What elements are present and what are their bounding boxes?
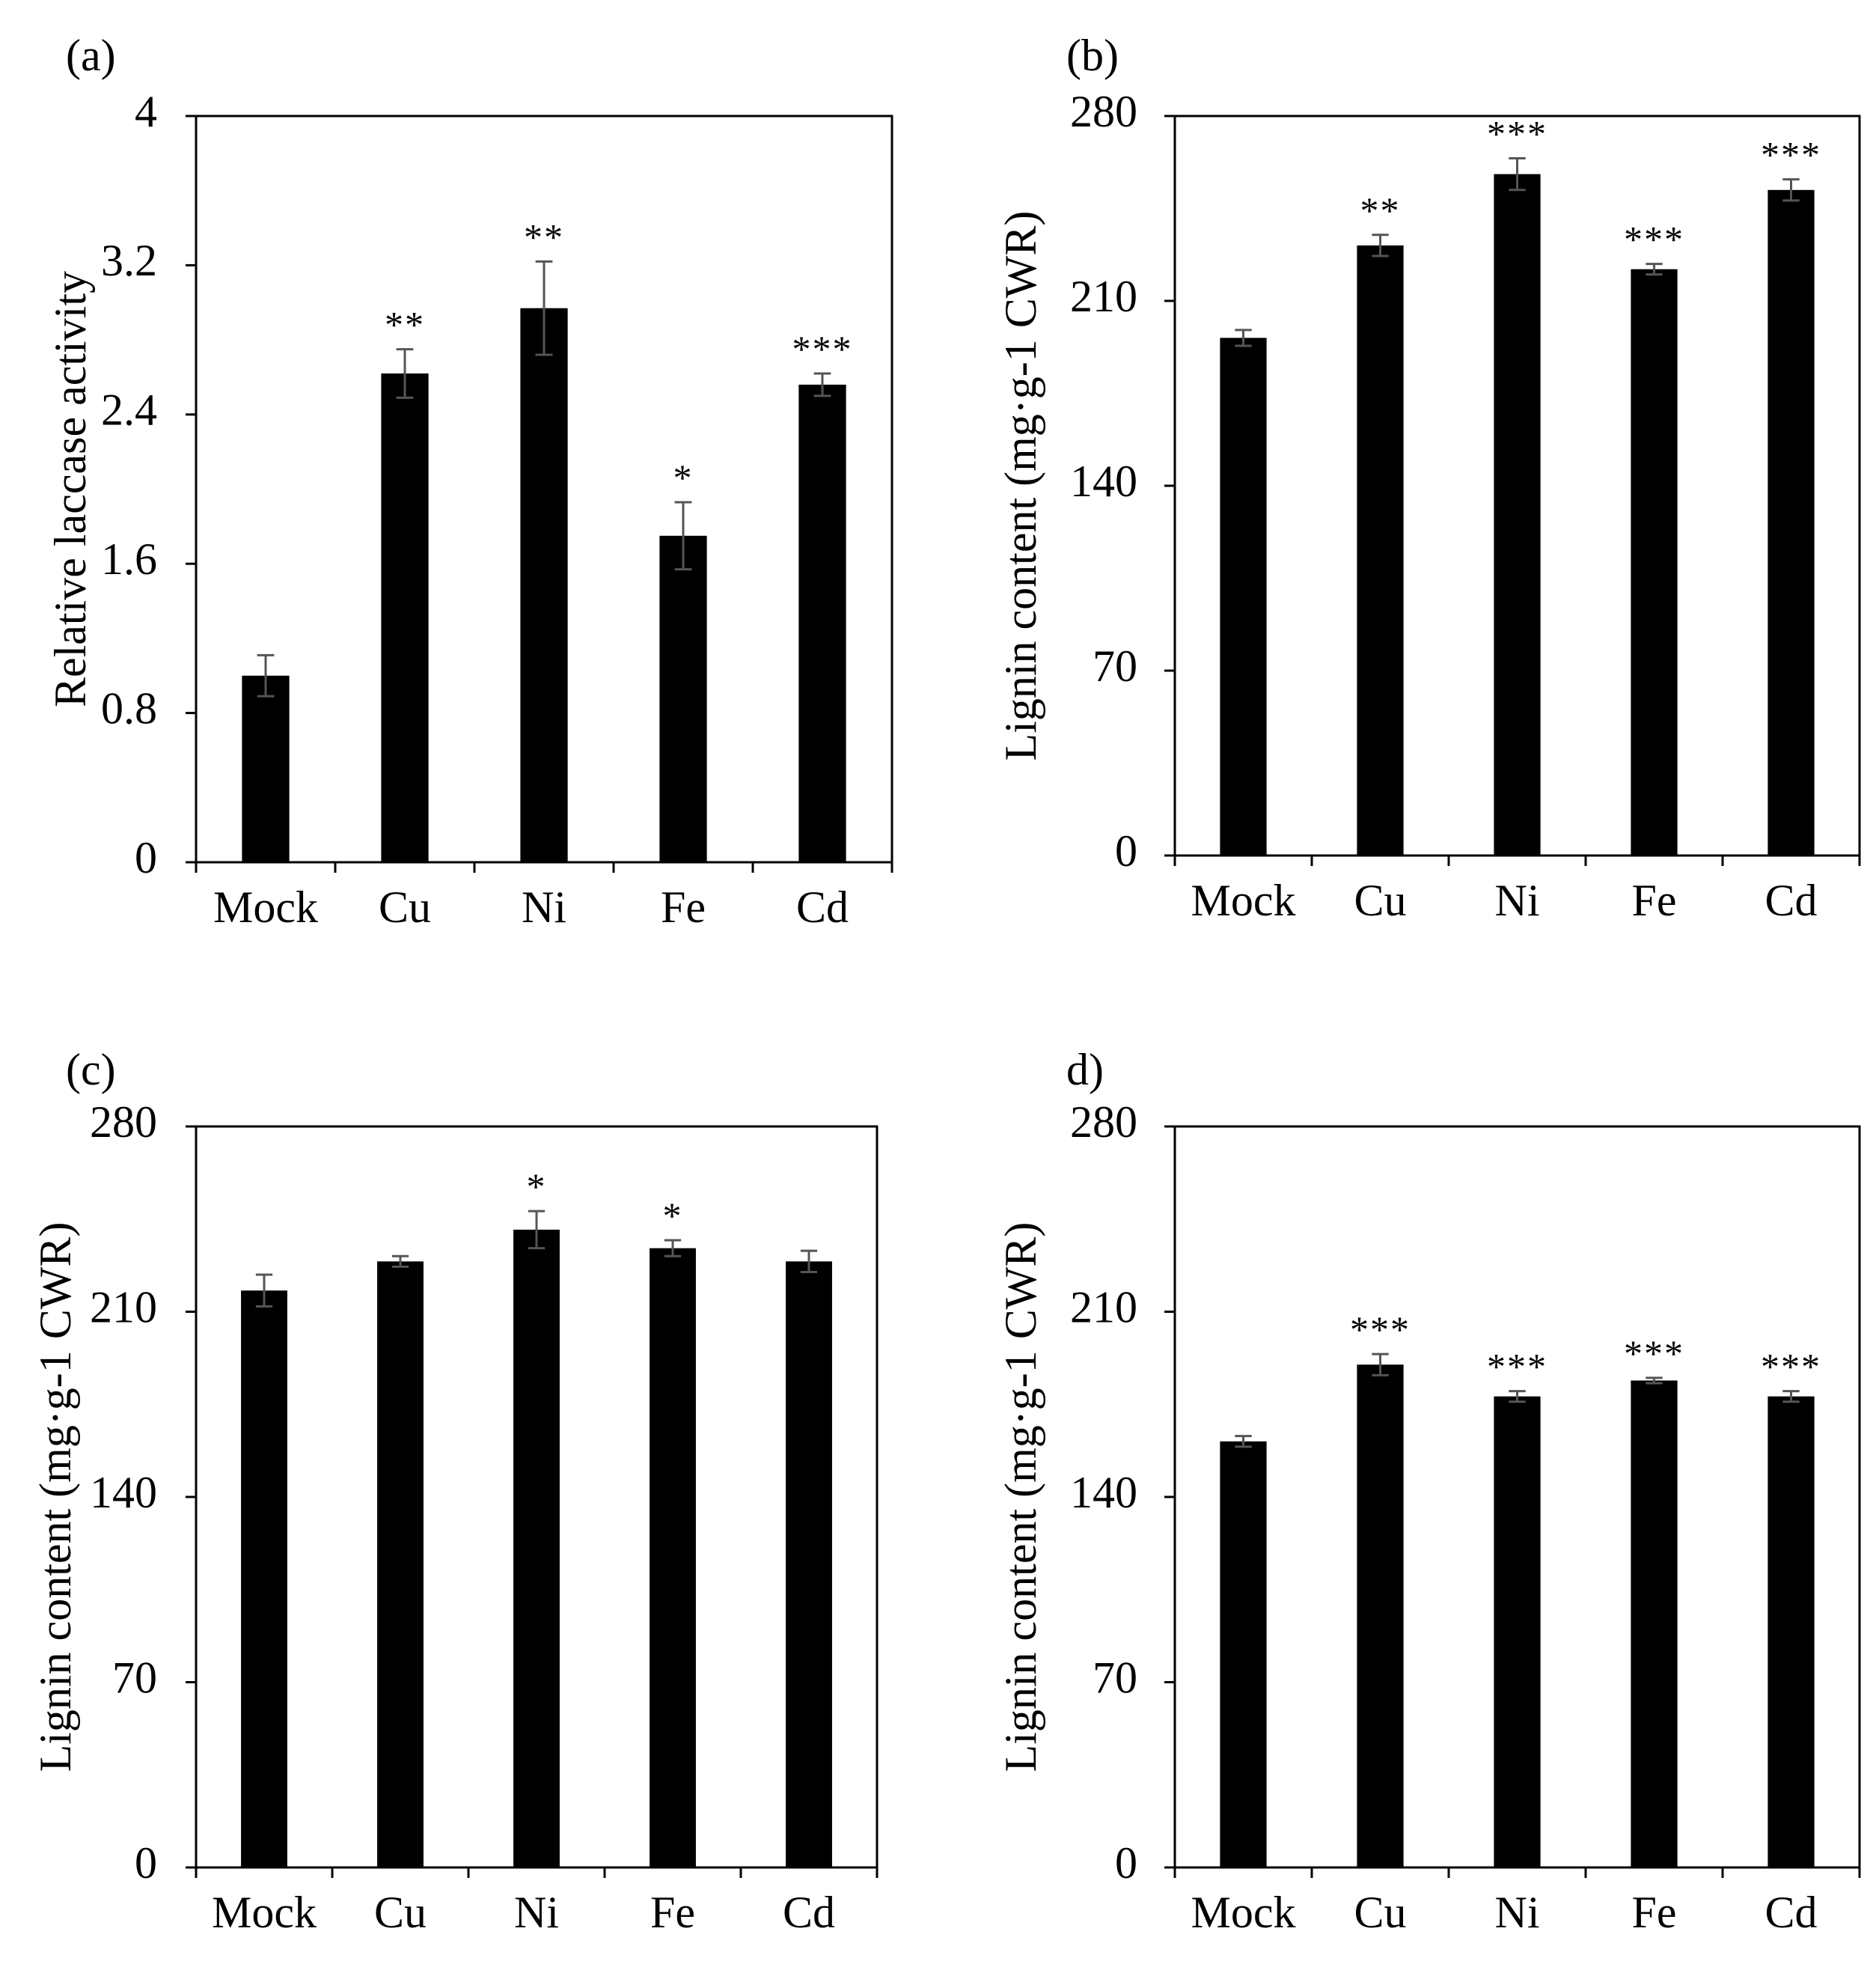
y-tick-label: 0 xyxy=(135,833,157,882)
y-tick-label: 3.2 xyxy=(101,236,157,285)
y-tick-label: 0.8 xyxy=(101,683,157,733)
bar-ni xyxy=(1494,1396,1541,1867)
significance-label: *** xyxy=(1761,134,1821,176)
category-label: Mock xyxy=(212,1888,317,1937)
bar-ni xyxy=(1494,174,1541,856)
category-label: Cu xyxy=(379,882,431,932)
significance-label: *** xyxy=(1624,1332,1684,1374)
significance-label: ** xyxy=(524,216,564,257)
significance-label: ** xyxy=(385,304,425,346)
bar-fe xyxy=(650,1248,696,1867)
bar-mock xyxy=(1220,338,1267,856)
y-tick-label: 140 xyxy=(1070,457,1137,506)
significance-label: *** xyxy=(1350,1308,1411,1350)
y-tick-label: 210 xyxy=(90,1282,157,1332)
y-tick-label: 1.6 xyxy=(101,534,157,584)
category-label: Ni xyxy=(1495,1888,1540,1937)
panel-c: (c) 0 70 140 210 280 Mock Cu * Ni * Fe Cd Lignin cont… xyxy=(31,1045,879,1937)
significance-label: *** xyxy=(792,328,853,370)
significance-label: * xyxy=(673,457,694,498)
panel-label: (b) xyxy=(1066,31,1119,80)
category-label: Mock xyxy=(213,882,318,932)
y-tick-label: 280 xyxy=(1070,1097,1137,1147)
bar-fe xyxy=(1631,269,1678,856)
bar-cu xyxy=(1357,245,1404,856)
y-tick-label: 0 xyxy=(1115,826,1137,876)
category-label: Mock xyxy=(1191,1888,1296,1937)
y-tick-label: 70 xyxy=(112,1653,157,1702)
y-tick-label: 4 xyxy=(135,87,157,136)
panel-b: (b) 0 70 140 210 280 Mock ** Cu *** Ni *** Fe *** Cd Li… xyxy=(996,31,1861,925)
bar-mock xyxy=(241,1290,287,1867)
category-label: Mock xyxy=(1191,876,1296,925)
category-label: Fe xyxy=(1632,876,1677,925)
bar-cd xyxy=(1767,189,1815,856)
bar-cd xyxy=(798,384,846,862)
bar-ni xyxy=(520,308,568,862)
y-tick-label: 140 xyxy=(1070,1468,1137,1517)
y-tick-label: 280 xyxy=(90,1097,157,1147)
category-label: Ni xyxy=(1495,876,1540,925)
significance-label: *** xyxy=(1761,1346,1821,1388)
y-axis-label: Lignin content (mg·g-1 CWR) xyxy=(996,211,1045,761)
bar-cd xyxy=(786,1261,832,1867)
bar-fe xyxy=(1631,1380,1678,1867)
bar-fe xyxy=(659,535,707,862)
y-tick-label: 210 xyxy=(1070,1282,1137,1332)
y-axis-label: Lignin content (mg·g-1 CWR) xyxy=(31,1222,80,1772)
panel-label: (c) xyxy=(66,1045,116,1094)
y-tick-label: 210 xyxy=(1070,272,1137,321)
bar-mock xyxy=(242,675,290,862)
panel-d: d) 0 70 140 210 280 Mock *** Cu *** Ni *** Fe *** Cd Li… xyxy=(996,1045,1861,1937)
y-axis-label: Relative laccase activity xyxy=(46,271,95,707)
category-label: Ni xyxy=(522,882,566,932)
category-label: Cu xyxy=(374,1888,427,1937)
significance-label: *** xyxy=(1487,1346,1547,1388)
significance-label: ** xyxy=(1360,189,1401,231)
significance-label: *** xyxy=(1487,112,1547,154)
panel-label: d) xyxy=(1066,1045,1104,1094)
y-tick-label: 70 xyxy=(1093,1653,1137,1702)
y-tick-label: 2.4 xyxy=(101,385,157,435)
category-label: Cd xyxy=(783,1888,835,1937)
category-label: Fe xyxy=(650,1888,695,1937)
y-tick-label: 280 xyxy=(1070,87,1137,136)
significance-label: *** xyxy=(1624,219,1684,260)
category-label: Ni xyxy=(514,1888,559,1937)
bar-mock xyxy=(1220,1441,1267,1867)
category-label: Cd xyxy=(1765,876,1817,925)
panel-a: (a) 0 0.8 1.6 2.4 3.2 4 Mock ** Cu ** Ni * Fe *** Cd Rel… xyxy=(46,31,893,932)
bar-cu xyxy=(1357,1364,1404,1867)
panel-label: (a) xyxy=(66,31,116,80)
category-label: Fe xyxy=(1632,1888,1677,1937)
bar-cu xyxy=(381,373,429,863)
category-label: Cd xyxy=(1765,1888,1817,1937)
y-tick-label: 140 xyxy=(90,1468,157,1517)
y-tick-label: 70 xyxy=(1093,641,1137,691)
category-label: Cd xyxy=(796,882,849,932)
bar-ni xyxy=(513,1229,560,1867)
bar-cu xyxy=(377,1261,424,1867)
significance-label: * xyxy=(527,1165,547,1207)
category-label: Fe xyxy=(661,882,706,932)
category-label: Cu xyxy=(1354,876,1406,925)
y-tick-label: 0 xyxy=(1115,1838,1137,1888)
category-label: Cu xyxy=(1354,1888,1406,1937)
significance-label: * xyxy=(663,1195,683,1236)
bar-cd xyxy=(1767,1396,1815,1867)
y-tick-label: 0 xyxy=(135,1838,157,1888)
y-axis-label: Lignin content (mg·g-1 CWR) xyxy=(996,1222,1045,1772)
